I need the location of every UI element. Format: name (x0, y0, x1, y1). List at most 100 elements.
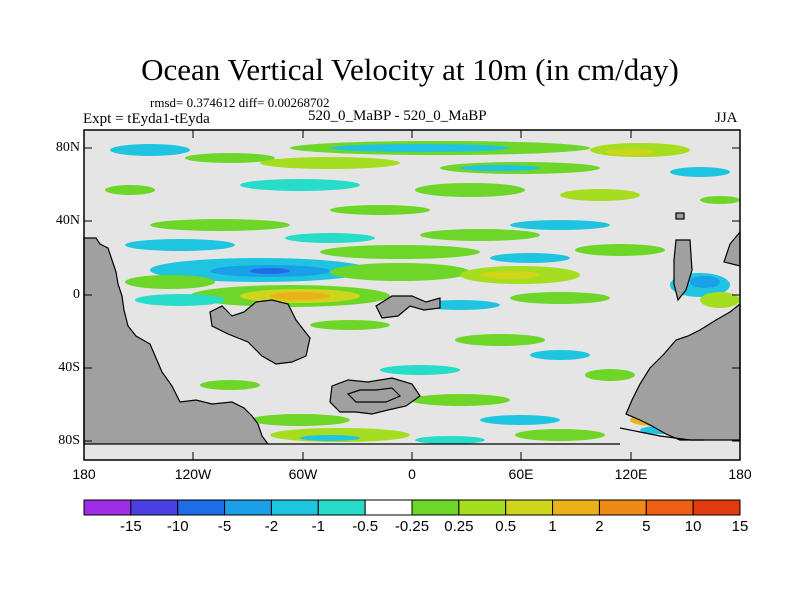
anomaly-patch (480, 271, 540, 279)
colorbar-label: 5 (642, 518, 651, 535)
anomaly-patch (605, 149, 655, 155)
anomaly-patch (330, 144, 510, 152)
land-east-continent (625, 302, 741, 441)
anomaly-patch (200, 380, 260, 390)
anomaly-patch (560, 189, 640, 201)
velocity-field (105, 141, 740, 444)
anomaly-patch (320, 245, 480, 259)
season-label: JJA (715, 110, 738, 126)
y-tick-label: 80S (58, 433, 80, 448)
anomaly-patch (285, 233, 375, 243)
anomaly-patch (135, 294, 225, 306)
anomaly-patch (420, 229, 540, 241)
y-tick-label: 0 (73, 287, 80, 302)
anomaly-patch (330, 205, 430, 215)
colorbar-swatch (411, 499, 460, 516)
anomaly-patch (110, 144, 190, 156)
colorbar-swatch (552, 499, 600, 516)
y-tick-label: 40S (58, 360, 80, 375)
anomaly-patch (185, 153, 275, 163)
land-east-peninsula (673, 239, 693, 302)
anomaly-patch (670, 167, 730, 177)
colorbar-swatch (598, 499, 647, 516)
north-band (105, 141, 740, 215)
anomaly-patch (460, 165, 540, 171)
anomaly-patch (260, 157, 400, 169)
colorbar (83, 499, 741, 516)
colorbar-label: -2 (264, 518, 279, 535)
tropical-band (125, 258, 740, 310)
colorbar-label: -0.5 (352, 518, 379, 535)
land-small-island (675, 212, 685, 220)
colorbar-swatch (505, 499, 554, 516)
experiment-label: Expt = tEyda1-tEyda (83, 111, 210, 127)
period-label: 520_0_MaBP - 520_0_MaBP (308, 108, 487, 124)
anomaly-patch (700, 196, 740, 204)
anomaly-patch (480, 415, 560, 425)
anomaly-patch (270, 292, 330, 300)
anomaly-patch (330, 263, 470, 281)
colorbar-swatch (317, 499, 366, 516)
colorbar-label: 0.25 (444, 518, 474, 535)
x-tick-label: 60W (288, 466, 318, 482)
colorbar-swatch (364, 499, 413, 516)
anomaly-patch (310, 320, 390, 330)
y-tick-label: 80N (55, 140, 80, 155)
land-central-islands (375, 295, 441, 319)
anomaly-patch (510, 292, 610, 304)
anomaly-patch (105, 185, 155, 195)
anomaly-patch (575, 244, 665, 256)
anomaly-patch (380, 365, 460, 375)
x-ticks (83, 130, 741, 460)
colorbar-swatch (692, 499, 741, 516)
anomaly-patch (690, 276, 720, 288)
x-tick-label: 0 (408, 466, 416, 482)
colorbar-label: -1 (311, 518, 325, 535)
anomaly-patch (250, 268, 290, 274)
colorbar-swatch (224, 499, 272, 516)
anomaly-patch (455, 334, 545, 346)
colorbar-swatch (177, 499, 226, 516)
land-south-america-isle (209, 299, 311, 365)
colorbar-label: -0.25 (394, 518, 430, 535)
colorbar-label: 1 (548, 518, 557, 535)
ice-edge-east (619, 427, 704, 441)
x-tick-label: 180 (72, 466, 96, 482)
x-tick-label: 60E (508, 466, 534, 482)
midlat-band (125, 219, 665, 263)
colorbar-label: -5 (217, 518, 232, 535)
x-tick-label: 120W (174, 466, 212, 482)
colorbar-label: -15 (120, 518, 142, 535)
y-ticks (84, 147, 740, 442)
stats-label: rmsd= 0.374612 diff= 0.00268702 (150, 95, 330, 110)
anomaly-patch (250, 414, 350, 426)
land-west-americas (83, 237, 270, 445)
colorbar-swatch (645, 499, 694, 516)
southern-band (200, 320, 680, 444)
y-tick-label: 40N (55, 213, 80, 228)
anomaly-patch (150, 219, 290, 231)
anomaly-patch (125, 275, 215, 289)
colorbar-label: -10 (166, 518, 189, 535)
land (83, 212, 741, 445)
colorbar-swatch (270, 499, 319, 516)
anomaly-patch (125, 239, 235, 251)
colorbar-swatch (130, 499, 179, 516)
anomaly-patch (530, 350, 590, 360)
land-antarctic-ring (329, 377, 421, 415)
x-tick-label: 180 (728, 466, 752, 482)
colorbar-label: 2 (595, 518, 604, 535)
colorbar-label: 10 (684, 518, 702, 535)
plot-title: Ocean Vertical Velocity at 10m (in cm/da… (141, 52, 679, 87)
anomaly-patch (515, 429, 605, 441)
anomaly-patch (415, 183, 525, 197)
colorbar-label: 0.5 (495, 518, 517, 535)
colorbar-swatch (458, 499, 507, 516)
anomaly-patch (410, 394, 510, 406)
anomaly-patch (490, 253, 570, 263)
anomaly-patch (240, 179, 360, 191)
x-tick-label: 120E (614, 466, 648, 482)
anomaly-patch (300, 435, 360, 441)
anomaly-patch (700, 292, 740, 308)
